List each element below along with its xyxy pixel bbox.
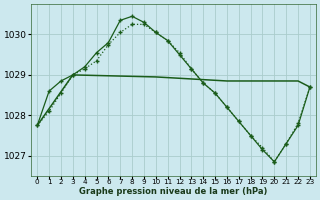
X-axis label: Graphe pression niveau de la mer (hPa): Graphe pression niveau de la mer (hPa) (79, 187, 268, 196)
